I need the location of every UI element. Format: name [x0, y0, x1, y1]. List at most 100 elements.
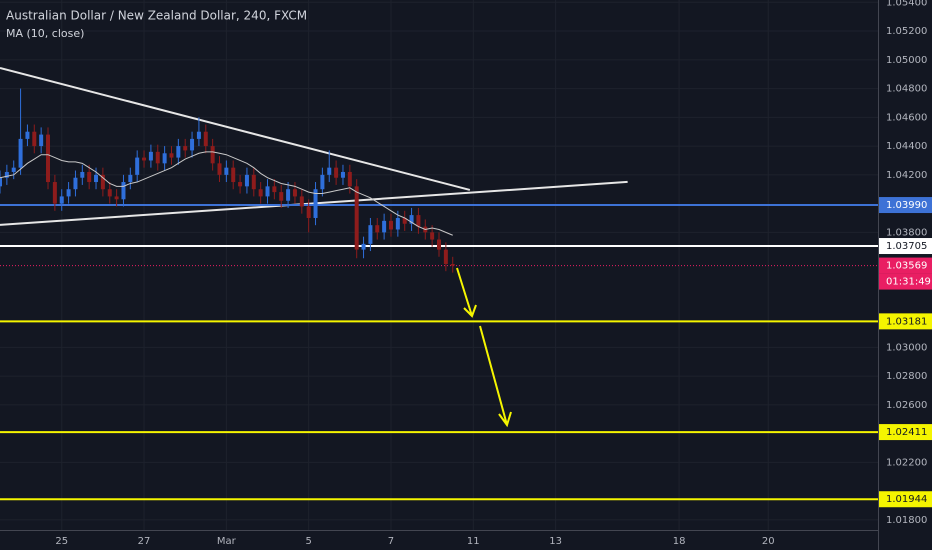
- candle-body: [251, 174, 256, 190]
- plot: [0, 88, 455, 273]
- candle-body: [388, 220, 393, 230]
- candle-body: [231, 167, 236, 183]
- axis: 1.05400 1.05200 1.05000 1.04800 1.04600 1.044…: [55, 0, 932, 547]
- y-tick-label: 1.04600: [886, 112, 927, 123]
- candle-body: [443, 249, 448, 264]
- candle-body: [11, 167, 16, 172]
- candle-body: [327, 167, 332, 175]
- candle-body: [416, 215, 421, 227]
- drawings: [0, 67, 878, 501]
- x-tick-label: 5: [305, 536, 311, 547]
- candle-body: [258, 189, 263, 197]
- candle-body: [196, 131, 201, 139]
- candle-body: [190, 138, 195, 151]
- candle-body: [430, 232, 435, 240]
- candle-body: [203, 131, 208, 147]
- level-badge: [879, 197, 932, 214]
- candle-body: [94, 174, 99, 183]
- candle-body: [52, 182, 57, 204]
- candle-body: [0, 177, 2, 187]
- candle-body: [375, 225, 380, 233]
- candle-body: [265, 186, 270, 197]
- level-badge: [879, 313, 932, 330]
- candle-body: [334, 167, 339, 178]
- y-tick-label: 1.01800: [886, 515, 927, 526]
- candle-body: [286, 189, 291, 201]
- candle-body: [59, 196, 64, 204]
- candle-body: [80, 171, 85, 178]
- candle-body: [162, 153, 167, 164]
- candle-body: [183, 146, 188, 151]
- y-tick-label: 1.02600: [886, 400, 927, 411]
- level-label: 1.03990: [886, 200, 927, 211]
- trendline: [0, 67, 471, 191]
- level-badge: [879, 238, 932, 255]
- candle-body: [313, 189, 318, 218]
- candle-body: [142, 157, 147, 161]
- candle-body: [244, 174, 249, 187]
- level-label: 1.01944: [886, 494, 927, 505]
- candle-body: [121, 182, 126, 200]
- y-tick-label: 1.05000: [886, 55, 927, 66]
- countdown-badge: [879, 273, 932, 290]
- candle-body: [176, 146, 181, 158]
- candle-body: [299, 196, 304, 207]
- candle-body: [148, 151, 153, 161]
- candle-body: [292, 189, 297, 197]
- arrow: [479, 325, 512, 428]
- candle-body: [128, 174, 133, 183]
- candle-body: [135, 157, 140, 175]
- x-tick-label: 13: [549, 536, 562, 547]
- candle-body: [320, 174, 325, 190]
- level-label: 1.02411: [886, 427, 927, 438]
- candle-body: [347, 171, 352, 187]
- x-tick-label: 18: [673, 536, 686, 547]
- candle-body: [4, 171, 9, 178]
- y-tick-label: 1.04800: [886, 84, 927, 95]
- candle-body: [210, 146, 215, 164]
- y-tick-label: 1.05400: [886, 0, 927, 8]
- indicator-label: MA (10, close): [6, 27, 84, 40]
- candle-body: [32, 131, 37, 147]
- candle-body: [368, 225, 373, 244]
- candle-body: [100, 174, 105, 190]
- candle-body: [224, 167, 229, 175]
- candle-body: [39, 134, 44, 147]
- candle-body: [409, 215, 414, 224]
- candle-body: [450, 263, 455, 266]
- level-label: 1.03569: [886, 261, 927, 272]
- x-tick-label: Mar: [217, 536, 237, 547]
- candle-body: [66, 189, 71, 197]
- x-tick-label: 25: [55, 536, 68, 547]
- candle-body: [437, 239, 441, 250]
- candle-body: [25, 131, 30, 139]
- candle-body: [73, 177, 78, 190]
- candle-body: [306, 206, 311, 218]
- candle-body: [382, 220, 387, 233]
- x-tick-label: 20: [762, 536, 775, 547]
- level-badge: [879, 424, 932, 441]
- grid: [0, 0, 878, 530]
- candle-body: [402, 217, 407, 224]
- candle-body: [340, 171, 345, 178]
- y-tick-label: 1.03800: [886, 227, 927, 238]
- y-tick-label: 1.04200: [886, 170, 927, 181]
- candle-body: [272, 186, 277, 193]
- candle-body: [169, 153, 174, 158]
- level-label: 1.03705: [886, 241, 927, 252]
- y-tick-label: 1.04400: [886, 141, 927, 152]
- candle-body: [238, 182, 243, 187]
- y-tick-label: 1.03000: [886, 342, 927, 353]
- candle-body: [87, 171, 92, 183]
- countdown: 01:31:49: [886, 277, 931, 288]
- level-badge: [879, 491, 932, 508]
- candle-body: [279, 192, 284, 201]
- candle-body: [395, 217, 400, 230]
- y-tick-label: 1.05200: [886, 26, 927, 37]
- y-tick-label: 1.02200: [886, 457, 927, 468]
- level-badge: [879, 257, 932, 274]
- y-tick-label: 1.02800: [886, 371, 927, 382]
